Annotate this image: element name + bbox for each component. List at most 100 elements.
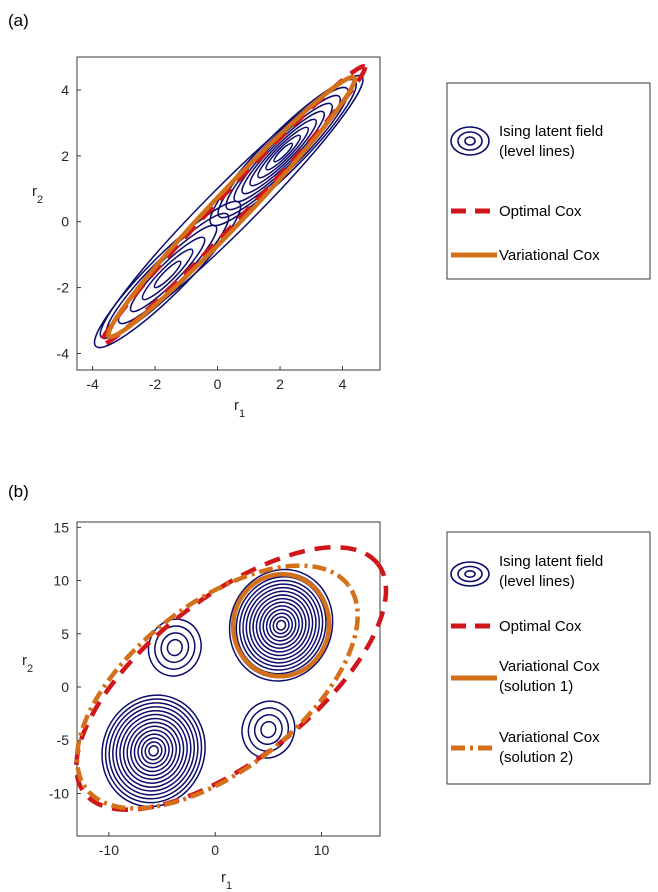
contour-level-line — [112, 706, 196, 796]
contour-level-line — [129, 236, 206, 313]
y-tick-label: -5 — [57, 732, 70, 748]
contour-level-line — [166, 638, 183, 657]
y-tick-label: 15 — [53, 519, 69, 535]
cox-curves-b — [74, 545, 389, 812]
x-tick-label: -4 — [86, 376, 99, 392]
y-tick-label: 2 — [61, 148, 69, 164]
contour-level-line — [147, 618, 202, 677]
contour-level-line — [105, 212, 230, 337]
contour-level-line — [153, 260, 182, 289]
legend-label-level-lines-a: (level lines) — [499, 143, 575, 160]
legend-label-level-lines-b: (level lines) — [499, 573, 575, 590]
contour-level-line — [238, 579, 324, 671]
contour-level-line — [275, 619, 287, 631]
contour-level-line — [253, 714, 283, 746]
x-tick-label: 10 — [314, 842, 330, 858]
contour-level-line — [122, 717, 185, 784]
optimal-cox-curve — [74, 545, 389, 812]
contour-level-line — [262, 605, 300, 646]
legend-a: Ising latent field (level lines) Optimal… — [446, 82, 651, 280]
contour-level-line — [259, 601, 304, 649]
contour-level-line — [273, 142, 294, 163]
contour-level-line — [252, 594, 310, 657]
legend-box-b — [446, 531, 651, 785]
legend-label-variational-2-b: Variational Cox — [499, 729, 600, 746]
contour-level-line — [126, 721, 181, 780]
contour-level-line — [272, 616, 290, 635]
contour-level-line — [133, 729, 174, 773]
contour-level-line — [104, 698, 203, 804]
contour-level-line — [249, 590, 314, 660]
variational-cox-solution-2-curve — [74, 563, 360, 811]
legend-label-solution-1-b: (solution 1) — [499, 678, 573, 695]
x-tick-label: 2 — [276, 376, 284, 392]
y-tick-label: 0 — [61, 679, 69, 695]
variational-cox-curve — [106, 74, 357, 340]
contour-level-line — [265, 134, 302, 171]
x-tick-label: 0 — [211, 842, 219, 858]
contour-lines-b — [101, 568, 334, 808]
contour-level-line — [242, 583, 320, 668]
contour-level-line — [140, 737, 167, 765]
contour-level-line — [228, 568, 334, 682]
contour-level-line — [115, 709, 192, 792]
legend-label-optimal-a: Optimal Cox — [499, 203, 582, 220]
contour-level-line — [141, 248, 194, 301]
variational-cox-curve — [230, 571, 332, 679]
xlabel-b: r1 — [221, 869, 232, 892]
x-tick-label: 4 — [339, 376, 347, 392]
contour-level-line — [148, 745, 159, 757]
contour-lines-a — [93, 74, 364, 349]
contour-level-line — [217, 86, 349, 219]
y-tick-label: 10 — [53, 573, 69, 589]
legend-contour-icon-b — [450, 561, 490, 587]
contour-level-line — [260, 720, 277, 739]
y-tick-label: -2 — [57, 280, 70, 296]
y-tick-label: 5 — [61, 626, 69, 642]
plot-area-a: -4 -2 0 2 4 -4 -2 0 2 4 — [57, 56, 381, 392]
y-tick-label: 4 — [61, 82, 69, 98]
contour-level-line — [265, 608, 297, 642]
contour-level-line — [160, 632, 190, 664]
panel-label-a: (a) — [8, 11, 29, 30]
contour-level-line — [245, 586, 317, 664]
y-tick-label: -10 — [49, 785, 69, 801]
cox-curves-a — [99, 64, 368, 347]
contour-level-line — [269, 612, 294, 638]
ylabel-b: r2 — [22, 652, 33, 675]
xlabel-a: r1 — [234, 397, 245, 420]
contour-level-line — [144, 741, 163, 761]
legend-label-ising-a: Ising latent field — [499, 123, 603, 140]
legend-box-a — [446, 82, 651, 280]
legend-label-variational-1-b: Variational Cox — [499, 658, 600, 675]
contour-level-line — [119, 713, 188, 788]
axis-ticks-b: -10 0 10 -10 -5 0 5 10 15 — [49, 519, 330, 858]
contour-level-line — [209, 78, 357, 227]
contour-level-line — [225, 94, 341, 211]
y-tick-label: -4 — [57, 346, 70, 362]
legend-b: Ising latent field (level lines) Optimal… — [446, 531, 651, 785]
contour-level-line — [108, 702, 199, 800]
optimal-cox-curve — [99, 64, 368, 347]
contour-level-line — [101, 694, 206, 808]
legend-label-variational-a: Variational Cox — [499, 247, 600, 264]
legend-label-optimal-b: Optimal Cox — [499, 618, 582, 635]
contour-level-line — [99, 74, 364, 339]
panel-label-b: (b) — [8, 482, 29, 501]
contour-level-line — [93, 200, 242, 349]
contour-level-line — [137, 733, 170, 769]
axes-frame-b — [76, 521, 381, 837]
axes-frame-a — [76, 56, 381, 371]
legend-contour-icon-a — [450, 126, 490, 156]
contour-level-line — [257, 126, 310, 179]
x-tick-label: -2 — [149, 376, 162, 392]
contour-level-line — [249, 118, 318, 187]
contour-level-line — [130, 725, 177, 777]
contour-level-line — [117, 224, 218, 325]
contour-level-line — [255, 597, 307, 653]
legend-label-ising-b: Ising latent field — [499, 553, 603, 570]
plot-area-b: -10 0 10 -10 -5 0 5 10 15 — [49, 519, 389, 858]
x-tick-label: 0 — [214, 376, 222, 392]
ylabel-a: r2 — [32, 183, 43, 206]
